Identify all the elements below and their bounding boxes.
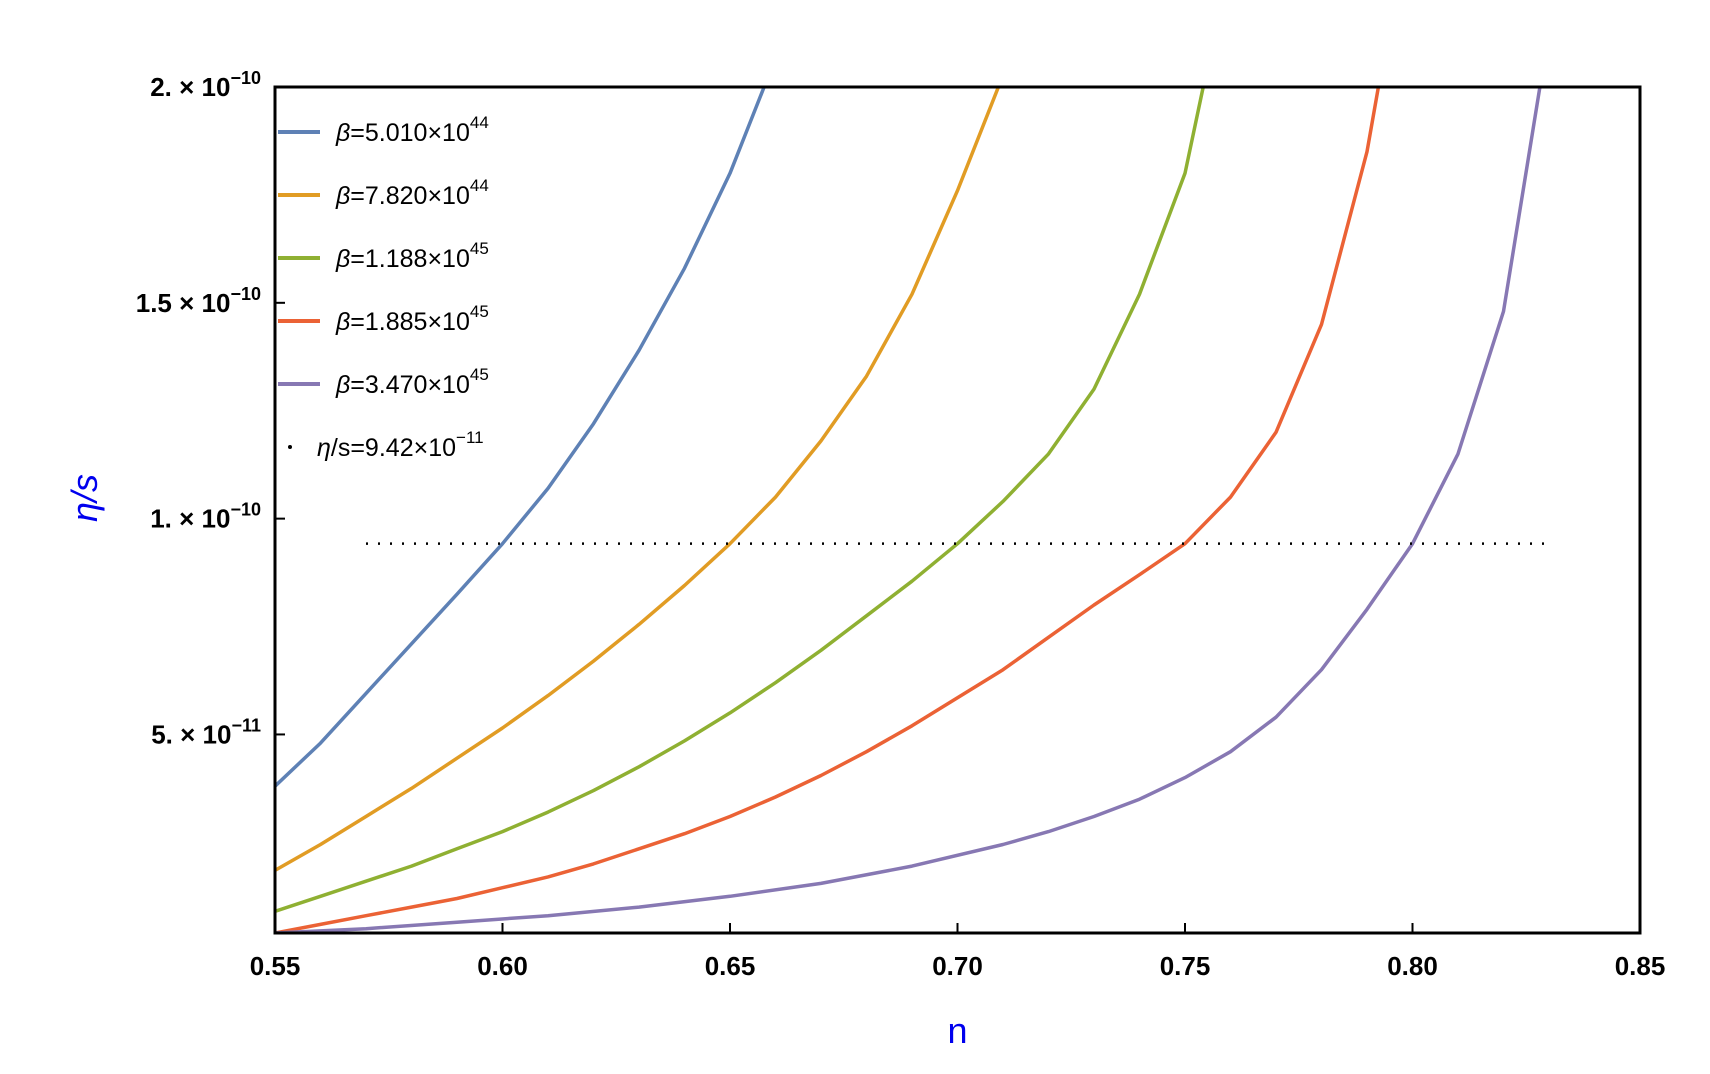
y-axis-ticks: 5. × 10−11 1. × 10−10 1.5 × 10−10 2. × 10−1… (136, 68, 285, 749)
series-line-4 (275, 87, 1381, 933)
y-tick-label: 2. × 10−10 (150, 68, 261, 102)
x-tick-label: 0.70 (932, 951, 983, 981)
legend-label: β=1.188×1045 (335, 239, 489, 273)
x-tick-label: 0.65 (705, 951, 756, 981)
y-axis-title: η/s (64, 474, 105, 522)
series-line-2 (275, 87, 1001, 872)
series-line-5 (275, 87, 1542, 933)
legend-label: β=1.885×1045 (335, 302, 489, 336)
y-tick-label: 1. × 10−10 (150, 500, 261, 534)
x-tick-label: 0.75 (1160, 951, 1211, 981)
series-line-3 (275, 87, 1205, 914)
legend: β=5.010×1044 β=7.820×1044 β=1.188×1045 β=1.… (278, 113, 489, 462)
y-tick-label: 1.5 × 10−10 (136, 284, 261, 318)
x-tick-label: 0.55 (250, 951, 301, 981)
legend-swatch-dot (288, 445, 292, 449)
plot-lines (275, 87, 1549, 933)
x-axis-ticks: 0.55 0.60 0.65 0.70 0.75 0.80 0.85 (250, 923, 1666, 981)
x-tick-label: 0.85 (1615, 951, 1666, 981)
series-line-1 (275, 87, 766, 788)
x-axis-title: n (947, 1010, 967, 1051)
legend-label: β=3.470×1045 (335, 365, 489, 399)
x-tick-label: 0.60 (477, 951, 528, 981)
legend-label: β=7.820×1044 (335, 176, 489, 210)
y-tick-label: 5. × 10−11 (151, 715, 261, 749)
x-tick-label: 0.80 (1387, 951, 1438, 981)
legend-label: β=5.010×1044 (335, 113, 489, 147)
legend-label: η/s=9.42×10−11 (317, 428, 484, 462)
